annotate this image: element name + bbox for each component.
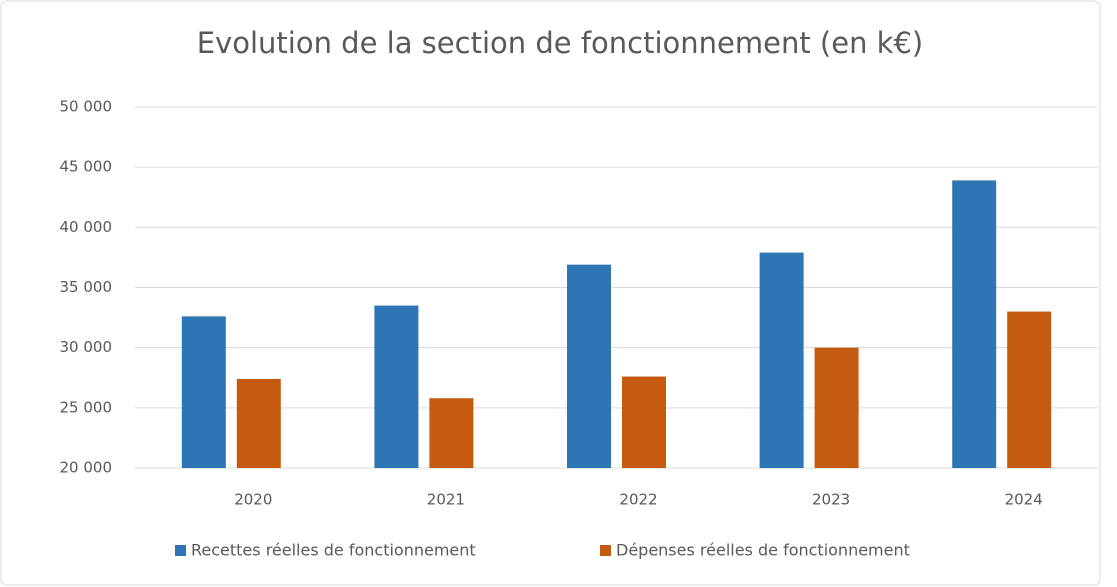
x-tick-label: 2021 — [427, 491, 465, 509]
y-tick-label: 35 000 — [60, 278, 113, 296]
bar — [429, 398, 474, 468]
bar — [374, 305, 419, 468]
legend-label: Recettes réelles de fonctionnement — [191, 541, 476, 560]
y-tick-label: 45 000 — [60, 158, 113, 176]
legend-label: Dépenses réelles de fonctionnement — [616, 541, 910, 560]
bar — [236, 378, 281, 468]
bar — [567, 264, 611, 468]
legend-swatch — [600, 545, 611, 556]
x-tick-label: 2022 — [619, 491, 657, 509]
x-tick-label: 2020 — [234, 491, 272, 509]
x-tick-label: 2023 — [812, 491, 850, 509]
bar — [181, 316, 226, 468]
x-tick-label: 2024 — [1005, 491, 1043, 509]
bar — [622, 376, 666, 468]
y-tick-label: 40 000 — [60, 218, 113, 236]
bar — [759, 252, 804, 468]
y-tick-label: 25 000 — [60, 398, 113, 416]
bar — [952, 180, 997, 469]
bar — [814, 347, 859, 468]
bar — [1007, 311, 1052, 468]
chart-title: Evolution de la section de fonctionnemen… — [197, 26, 924, 60]
y-tick-label: 30 000 — [60, 338, 113, 356]
legend-swatch — [175, 545, 186, 556]
y-tick-label: 50 000 — [60, 98, 113, 116]
y-tick-label: 20 000 — [60, 459, 113, 477]
